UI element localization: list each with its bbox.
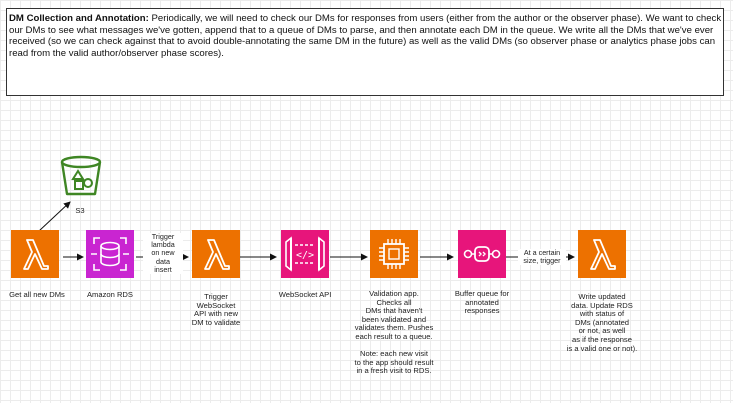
- amazon-rds-label: Amazon RDS: [86, 290, 133, 299]
- lambda-icon[interactable]: [11, 230, 59, 278]
- api-gateway-websocket-icon[interactable]: </>: [281, 230, 329, 278]
- edge-label-size-trigger: At a certain size, trigger: [518, 248, 566, 266]
- trigger-websocket-label: Trigger WebSocket API with new DM to val…: [191, 292, 241, 327]
- validation-app-label: Validation app. Checks all DMs that have…: [354, 289, 434, 376]
- write-updated-data-label: Write updated data. Update RDS with stat…: [566, 292, 638, 353]
- rds-icon[interactable]: [86, 230, 134, 278]
- description-title: DM Collection and Annotation:: [9, 13, 149, 24]
- ec2-instance-icon[interactable]: [370, 230, 418, 278]
- lambda-icon[interactable]: [192, 230, 240, 278]
- s3-label: S3: [75, 206, 85, 215]
- description-body: Periodically, we will need to check our …: [9, 13, 722, 60]
- s3-bucket-icon[interactable]: [57, 150, 105, 198]
- svg-text:</>: </>: [296, 250, 314, 261]
- edge-label-trigger-lambda: Trigger lambda on new data insert: [143, 232, 183, 275]
- lambda-icon[interactable]: [578, 230, 626, 278]
- get-all-new-dms-label: Get all new DMs: [9, 290, 65, 299]
- websocket-api-label: WebSocket API: [278, 290, 332, 299]
- buffer-queue-label: Buffer queue for annotated responses: [454, 289, 510, 316]
- sqs-queue-icon[interactable]: [458, 230, 506, 278]
- description-note: DM Collection and Annotation: Periodical…: [6, 8, 724, 96]
